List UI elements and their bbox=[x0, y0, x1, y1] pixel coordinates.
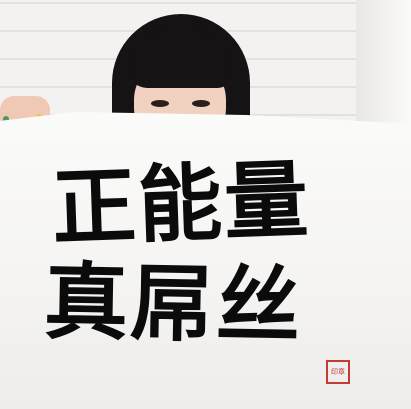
right-eye bbox=[192, 100, 210, 107]
bangs bbox=[128, 30, 232, 88]
calligraphy-line-1: 正能量 bbox=[50, 149, 312, 258]
calligraphy-paper bbox=[0, 112, 411, 409]
left-eye bbox=[151, 100, 169, 107]
nail-green bbox=[3, 116, 9, 124]
red-seal-stamp: 印章 bbox=[326, 360, 350, 384]
calligraphy-line-2: 真屌丝 bbox=[43, 251, 303, 356]
